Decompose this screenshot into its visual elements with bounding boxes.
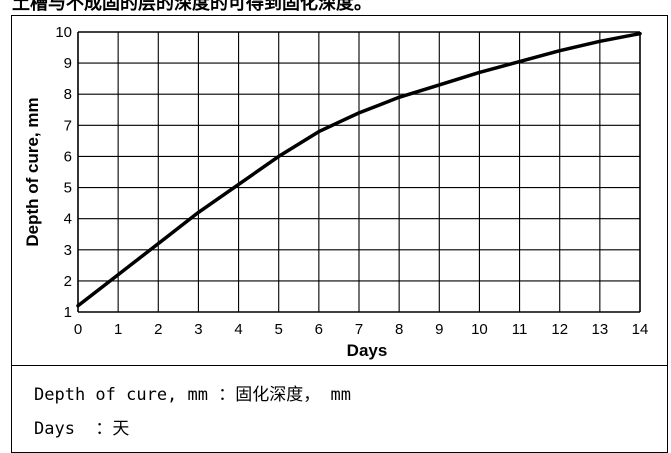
x-tick-label: 8 bbox=[395, 321, 403, 338]
y-tick-label: 7 bbox=[64, 117, 72, 134]
y-tick-label: 8 bbox=[64, 86, 72, 103]
x-tick-label: 10 bbox=[471, 321, 488, 338]
y-tick-label: 10 bbox=[55, 24, 72, 41]
x-tick-label: 7 bbox=[355, 321, 363, 338]
y-tick-labels: 1 2 3 4 5 6 7 8 9 10 bbox=[55, 24, 72, 321]
x-axis-title: Days bbox=[347, 341, 388, 360]
x-tick-label: 0 bbox=[74, 321, 82, 338]
y-tick-label: 6 bbox=[64, 148, 72, 165]
x-tick-label: 14 bbox=[632, 321, 649, 338]
x-tick-labels: 0 1 2 3 4 5 6 7 8 9 10 11 12 13 14 bbox=[74, 321, 649, 338]
x-tick-label: 2 bbox=[154, 321, 162, 338]
figure-frame: 0 1 2 3 4 5 6 7 8 9 10 11 12 13 14 1 2 3 4 5 6 7 8 9 10 Days De… bbox=[11, 15, 668, 453]
y-tick-label: 4 bbox=[64, 211, 72, 228]
y-tick-label: 1 bbox=[64, 304, 72, 321]
x-tick-label: 4 bbox=[234, 321, 242, 338]
y-tick-label: 5 bbox=[64, 180, 72, 197]
x-tick-label: 1 bbox=[114, 321, 122, 338]
top-caption: 土槽与不成固的层的深度的可得到固化深度。 bbox=[12, 0, 372, 14]
y-tick-label: 3 bbox=[64, 242, 72, 259]
x-tick-label: 13 bbox=[592, 321, 609, 338]
x-tick-label: 6 bbox=[315, 321, 323, 338]
x-tick-label: 11 bbox=[512, 321, 528, 338]
y-axis-title: Depth of cure, mm bbox=[23, 97, 42, 246]
x-tick-label: 5 bbox=[275, 321, 283, 338]
x-tick-label: 9 bbox=[435, 321, 443, 338]
x-tick-label: 12 bbox=[551, 321, 568, 338]
legend-line-days: Days ：天 bbox=[34, 419, 130, 439]
series-line bbox=[76, 31, 642, 308]
y-tick-label: 9 bbox=[64, 55, 72, 72]
x-tick-label: 3 bbox=[194, 321, 202, 338]
legend-box: Depth of cure, mm ：固化深度， mm Days ：天 bbox=[12, 365, 667, 452]
y-tick-label: 2 bbox=[64, 273, 72, 290]
chart-area: 0 1 2 3 4 5 6 7 8 9 10 11 12 13 14 1 2 3 4 5 6 7 8 9 10 Days De… bbox=[12, 16, 667, 365]
chart-grid bbox=[77, 31, 641, 313]
legend-line-depth: Depth of cure, mm ：固化深度， mm bbox=[34, 385, 351, 405]
